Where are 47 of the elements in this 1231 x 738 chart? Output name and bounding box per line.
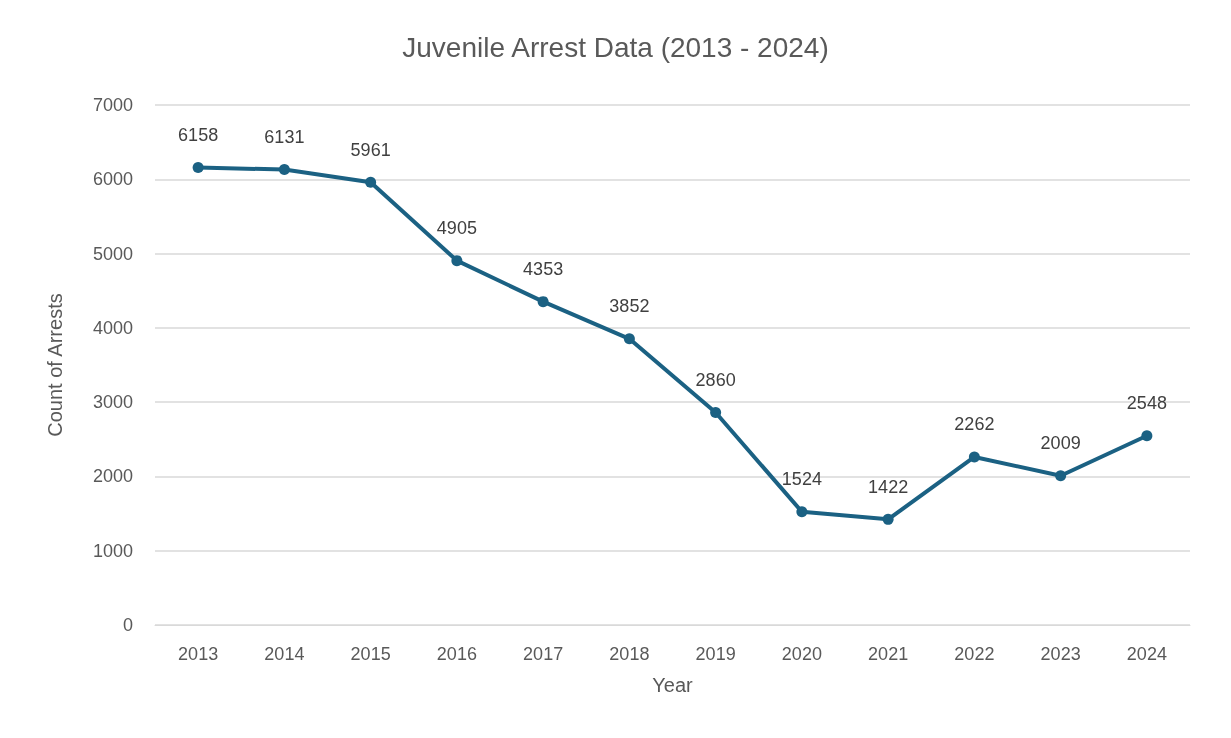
y-tick-label: 5000: [92, 243, 133, 264]
data-label: 1524: [781, 469, 822, 490]
point: [623, 333, 635, 345]
point: [968, 451, 980, 463]
y-tick-label: 3000: [92, 392, 133, 413]
y-tick-label: 0: [122, 615, 133, 635]
x-tick-label: 2016: [436, 644, 477, 664]
x-axis-title: Year: [652, 674, 694, 696]
data-label: 2009: [1040, 433, 1081, 454]
point: [365, 176, 377, 188]
point: [278, 164, 290, 176]
data-label: 4353: [523, 259, 564, 280]
point: [1055, 470, 1067, 482]
x-tick-label: 2024: [1126, 644, 1167, 664]
y-tick-label: 2000: [92, 466, 133, 487]
point: [537, 296, 549, 308]
chart-title: Juvenile Arrest Data (2013 - 2024): [402, 31, 829, 63]
data-label: 1422: [868, 476, 909, 497]
x-tick-label: 2015: [350, 644, 391, 664]
y-tick-label: 1000: [92, 540, 133, 561]
x-tick-label: 2014: [264, 644, 305, 664]
x-tick-label: 2019: [695, 644, 736, 664]
data-label: 2860: [695, 370, 736, 391]
data-label: 4905: [436, 218, 477, 239]
data-label: 5961: [350, 139, 391, 160]
point: [882, 513, 894, 525]
data-label: 2262: [954, 414, 995, 435]
point: [710, 407, 722, 419]
x-tick-label: 2017: [523, 644, 564, 664]
point: [1141, 430, 1153, 442]
data-label: 3852: [609, 296, 650, 317]
point: [796, 506, 808, 518]
data-label: 2548: [1126, 393, 1167, 414]
y-tick-label: 7000: [92, 95, 133, 115]
x-tick-label: 2022: [954, 644, 995, 664]
point: [451, 255, 463, 267]
data-label: 6158: [178, 125, 219, 146]
x-tick-label: 2013: [178, 644, 219, 664]
x-tick-label: 2018: [609, 644, 650, 664]
data-label: 6131: [264, 127, 305, 148]
point: [192, 162, 204, 174]
x-tick-label: 2020: [781, 644, 822, 664]
y-axis-title: Count of Arrests: [44, 293, 66, 437]
y-tick-label: 4000: [92, 317, 133, 338]
y-tick-label: 6000: [92, 169, 133, 190]
x-tick-label: 2023: [1040, 644, 1081, 664]
x-tick-label: 2021: [868, 644, 909, 664]
